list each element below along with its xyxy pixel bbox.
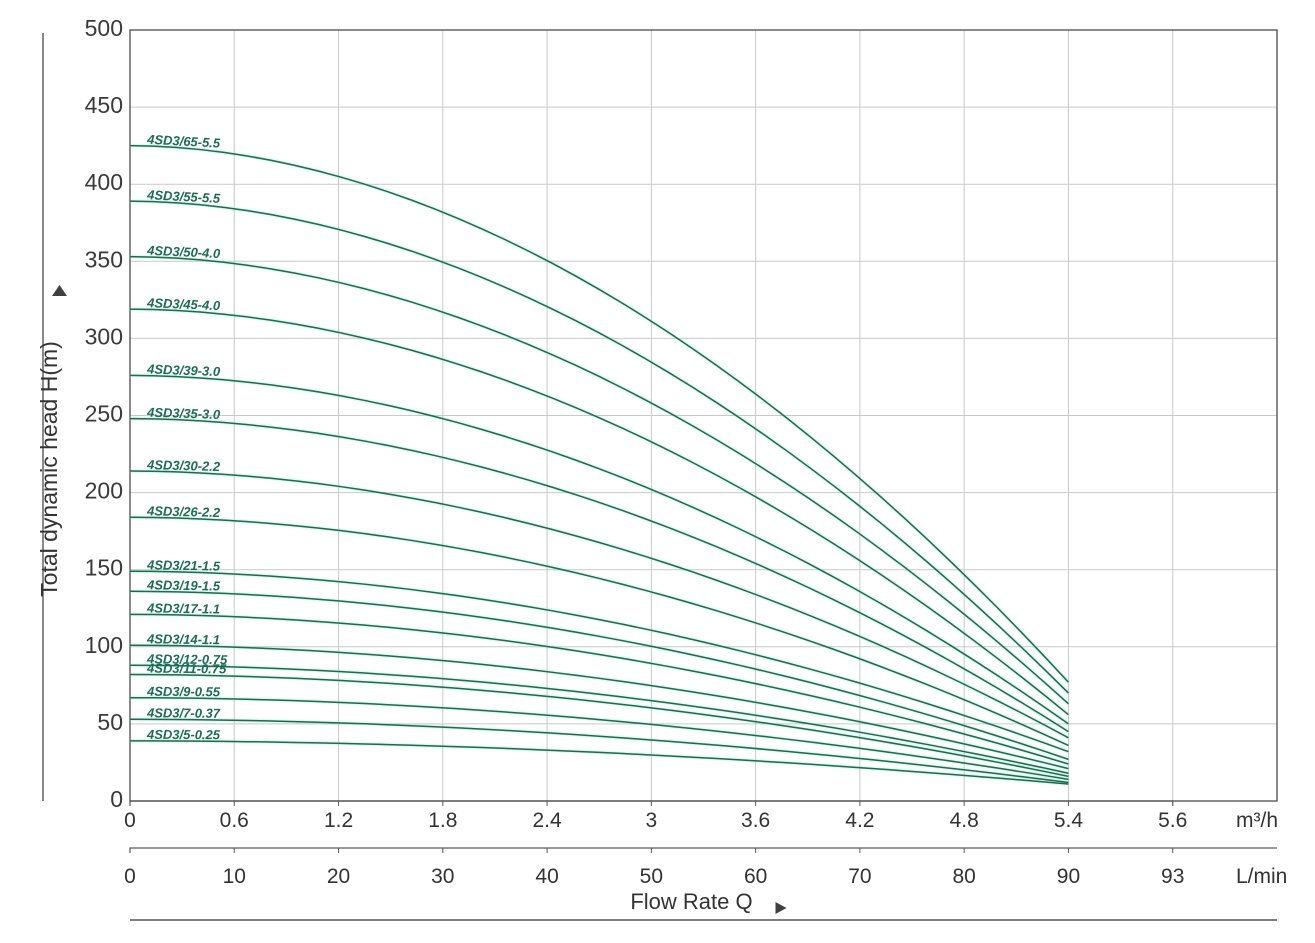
svg-text:90: 90 [1057,865,1080,888]
svg-text:4SD3/65-5.5: 4SD3/65-5.5 [146,132,221,151]
svg-text:4SD3/19-1.5: 4SD3/19-1.5 [146,577,221,593]
svg-text:20: 20 [327,865,350,888]
svg-text:5.4: 5.4 [1054,809,1084,832]
svg-text:4SD3/5-0.25: 4SD3/5-0.25 [146,727,221,742]
svg-text:500: 500 [85,15,123,41]
svg-text:50: 50 [97,709,123,735]
svg-text:70: 70 [848,865,871,888]
svg-text:10: 10 [223,865,246,888]
svg-text:3: 3 [646,809,658,832]
svg-text:4.2: 4.2 [845,809,874,832]
svg-text:4SD3/9-0.55: 4SD3/9-0.55 [146,684,221,700]
svg-text:3.6: 3.6 [741,809,770,832]
svg-text:80: 80 [953,865,976,888]
svg-text:350: 350 [85,246,123,272]
svg-text:Flow Rate Q: Flow Rate Q [630,889,752,914]
svg-text:Total dynamic head H(m): Total dynamic head H(m) [36,341,62,597]
svg-text:0.6: 0.6 [220,809,249,832]
svg-text:4.8: 4.8 [950,809,979,832]
svg-text:200: 200 [85,478,123,504]
svg-text:250: 250 [85,401,123,427]
svg-text:1.2: 1.2 [324,809,353,832]
svg-text:400: 400 [85,169,123,195]
svg-text:L/min: L/min [1236,865,1287,888]
svg-text:5.6: 5.6 [1158,809,1187,832]
svg-text:4SD3/30-2.2: 4SD3/30-2.2 [146,457,221,474]
svg-text:150: 150 [85,555,123,581]
svg-text:4SD3/45-4.0: 4SD3/45-4.0 [146,295,221,313]
svg-text:60: 60 [744,865,767,888]
svg-text:m³/h: m³/h [1236,809,1278,832]
svg-text:100: 100 [85,632,123,658]
svg-text:0: 0 [110,786,123,812]
svg-text:0: 0 [124,809,136,832]
svg-text:50: 50 [640,865,663,888]
svg-text:4SD3/14-1.1: 4SD3/14-1.1 [146,631,220,647]
svg-text:4SD3/7-0.37: 4SD3/7-0.37 [146,705,221,720]
svg-text:4SD3/11-0.75: 4SD3/11-0.75 [146,661,227,677]
svg-text:4SD3/39-3.0: 4SD3/39-3.0 [146,361,221,379]
svg-text:4SD3/35-3.0: 4SD3/35-3.0 [146,405,221,422]
svg-text:4SD3/17-1.1: 4SD3/17-1.1 [146,600,220,616]
svg-text:300: 300 [85,323,123,349]
svg-text:40: 40 [535,865,558,888]
svg-text:30: 30 [431,865,454,888]
svg-text:2.4: 2.4 [532,809,562,832]
svg-text:450: 450 [85,92,123,118]
svg-text:4SD3/26-2.2: 4SD3/26-2.2 [146,503,221,520]
svg-text:1.8: 1.8 [428,809,457,832]
svg-text:93: 93 [1161,865,1184,888]
svg-text:4SD3/21-1.5: 4SD3/21-1.5 [146,557,221,573]
svg-text:0: 0 [124,865,136,888]
